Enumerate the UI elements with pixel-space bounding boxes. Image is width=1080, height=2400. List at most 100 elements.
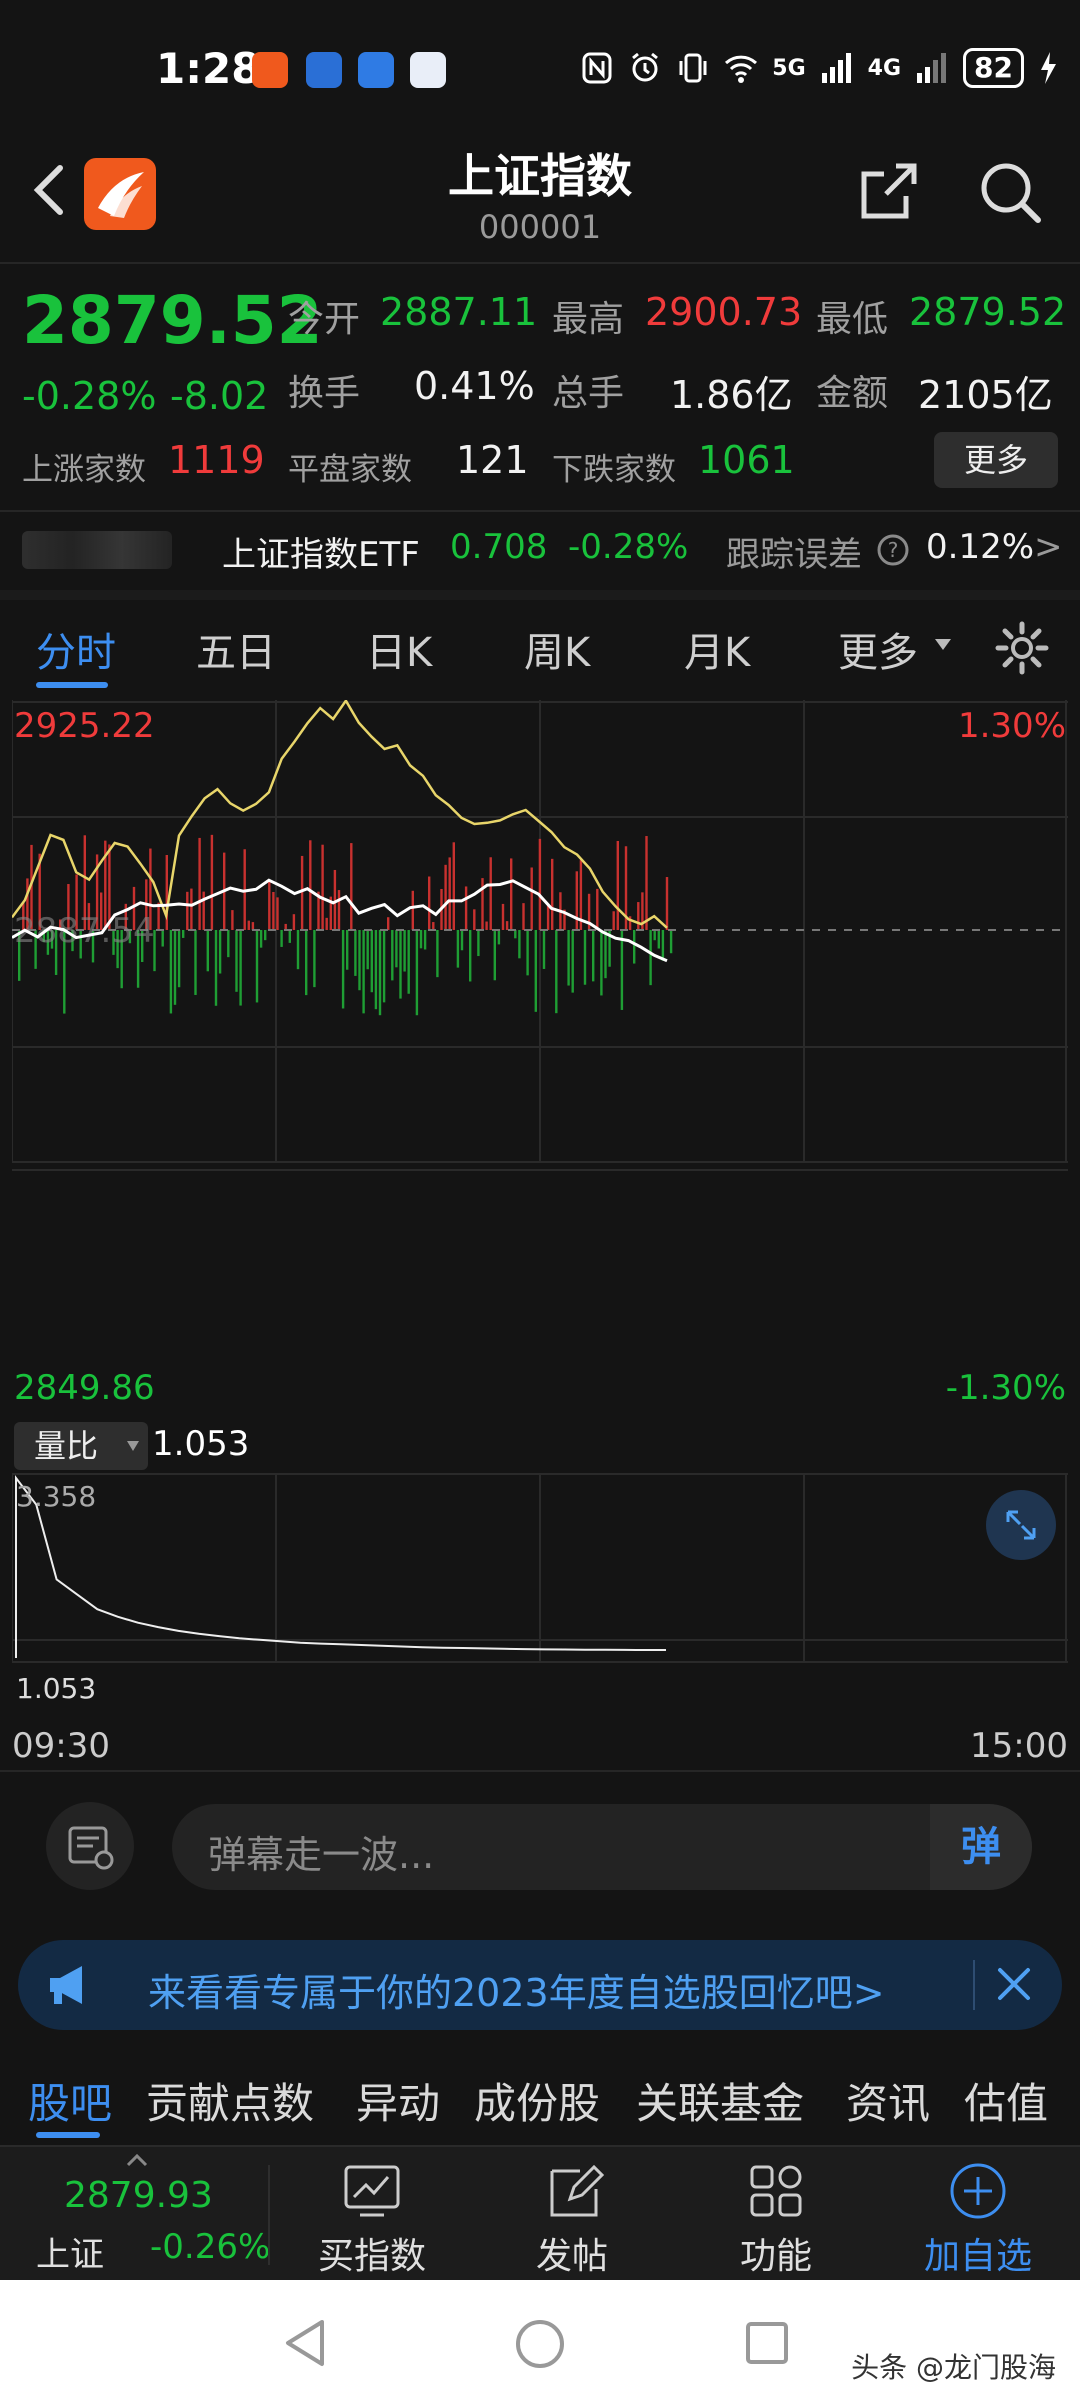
alarm-icon bbox=[632, 52, 659, 82]
tab-related-funds[interactable]: 关联基金 bbox=[636, 2079, 805, 2128]
volume-bar bbox=[165, 855, 168, 930]
chevron-right-icon: > bbox=[1034, 527, 1063, 567]
tab-weekly-k[interactable]: 周K bbox=[524, 630, 591, 676]
volume-value: 1.86亿 bbox=[670, 373, 793, 417]
add-watchlist-label[interactable]: 加自选 bbox=[924, 2236, 1033, 2277]
expand-icon bbox=[1006, 1510, 1036, 1540]
volume-bar bbox=[325, 917, 328, 930]
stock-code: 000001 bbox=[478, 208, 602, 246]
promo-banner[interactable] bbox=[18, 1940, 1062, 2030]
volume-bar bbox=[628, 916, 632, 930]
share-icon[interactable] bbox=[856, 160, 920, 224]
nav-recents-icon[interactable] bbox=[744, 2320, 790, 2366]
volume-bar bbox=[395, 930, 398, 968]
svg-text:?: ? bbox=[888, 538, 899, 562]
app-notification-icon bbox=[358, 52, 394, 88]
danmu-input[interactable] bbox=[172, 1804, 1032, 1890]
danmu-settings-button[interactable] bbox=[46, 1802, 134, 1890]
volume-bar bbox=[665, 877, 669, 930]
nav-back-icon[interactable] bbox=[282, 2318, 328, 2368]
volume-bar bbox=[157, 902, 160, 930]
volume-bar bbox=[534, 930, 537, 1012]
expand-chart-button[interactable] bbox=[986, 1490, 1056, 1560]
post-label[interactable]: 发帖 bbox=[536, 2236, 609, 2277]
indicator-selector[interactable]: 量比 bbox=[14, 1422, 148, 1470]
volume-bar bbox=[460, 930, 464, 951]
volume-bar bbox=[87, 903, 91, 930]
volume-label: 总手 bbox=[552, 373, 625, 414]
volume-bar bbox=[546, 905, 550, 930]
volume-bar bbox=[132, 886, 136, 930]
volume-bar bbox=[235, 930, 238, 992]
tab-constituents[interactable]: 成份股 bbox=[474, 2079, 601, 2128]
signal-icon bbox=[821, 53, 851, 83]
tab-five-day[interactable]: 五日 bbox=[196, 630, 276, 676]
search-icon[interactable] bbox=[976, 158, 1044, 226]
volume-bar bbox=[374, 930, 378, 1010]
volume-bar bbox=[169, 930, 173, 1014]
volume-bar bbox=[280, 930, 283, 947]
volume-bar bbox=[370, 930, 373, 993]
volume-bar bbox=[489, 857, 492, 930]
volume-bar bbox=[305, 930, 308, 996]
amount-label: 金额 bbox=[816, 373, 889, 414]
nfc-icon bbox=[582, 52, 612, 84]
danmu-send-button[interactable]: 弹 bbox=[930, 1804, 1032, 1890]
volume-bar bbox=[587, 893, 591, 930]
pct-axis-bottom-label: -1.30% bbox=[945, 1368, 1066, 1408]
divider bbox=[0, 262, 1080, 264]
volume-bar bbox=[354, 930, 357, 976]
edit-post-icon[interactable] bbox=[542, 2159, 606, 2223]
volume-bar bbox=[612, 911, 615, 930]
decliners-label: 下跌家数 bbox=[552, 452, 676, 488]
etf-row[interactable]: 上证指数ETF 0.708 -0.28% 跟踪误差 ? 0.12% > bbox=[0, 515, 1080, 587]
volume-bar bbox=[571, 930, 574, 993]
intraday-chart[interactable]: 2887.54 2925.22 1.30% 2849.86 -1.30% 3.3… bbox=[12, 700, 1068, 1770]
danmu-settings-icon bbox=[68, 1826, 114, 1870]
volume-bar bbox=[71, 930, 74, 952]
add-watchlist-icon[interactable] bbox=[946, 2159, 1010, 2223]
tab-daily-k[interactable]: 日K bbox=[366, 630, 433, 676]
settings-gear-icon[interactable] bbox=[994, 620, 1050, 676]
close-icon[interactable] bbox=[988, 1958, 1040, 2010]
volume-bar bbox=[530, 867, 533, 930]
tab-monthly-k[interactable]: 月K bbox=[684, 630, 751, 676]
mini-index-change[interactable]: -0.26% bbox=[150, 2227, 271, 2267]
volume-bar bbox=[649, 930, 652, 986]
mini-index-price[interactable]: 2879.93 bbox=[64, 2175, 213, 2216]
help-icon[interactable]: ? bbox=[876, 533, 910, 567]
back-icon[interactable] bbox=[24, 160, 74, 220]
change-value: -8.02 bbox=[170, 374, 269, 418]
tab-valuation[interactable]: 估值 bbox=[964, 2079, 1049, 2128]
volume-bar bbox=[182, 930, 185, 938]
volume-bar bbox=[411, 890, 414, 930]
tab-news[interactable]: 资讯 bbox=[846, 2079, 931, 2128]
volume-bar bbox=[399, 930, 402, 999]
buy-index-label[interactable]: 买指数 bbox=[318, 2236, 427, 2277]
functions-label[interactable]: 功能 bbox=[740, 2236, 813, 2277]
tab-more[interactable]: 更多 bbox=[838, 630, 918, 676]
volume-bar bbox=[79, 930, 82, 959]
nav-home-icon[interactable] bbox=[514, 2318, 566, 2370]
etf-name: 上证指数ETF bbox=[222, 535, 420, 575]
volume-bar bbox=[300, 855, 304, 930]
low-value: 2879.52 bbox=[909, 290, 1067, 334]
buy-index-icon[interactable] bbox=[340, 2159, 404, 2223]
volume-bar bbox=[112, 930, 115, 955]
unchanged-value: 121 bbox=[456, 438, 529, 482]
pct-axis-top-label: 1.30% bbox=[957, 706, 1066, 746]
x-axis-end-label: 15:00 bbox=[970, 1726, 1068, 1766]
more-button[interactable]: 更多 bbox=[934, 432, 1058, 488]
volume-bar bbox=[362, 930, 365, 1014]
tab-contribution[interactable]: 贡献点数 bbox=[146, 2079, 315, 2128]
tab-movements[interactable]: 异动 bbox=[356, 2079, 441, 2128]
volume-bar bbox=[366, 930, 369, 970]
volume-bar bbox=[268, 880, 271, 930]
tab-forum[interactable]: 股吧 bbox=[28, 2079, 113, 2128]
low-label: 最低 bbox=[816, 299, 889, 340]
tab-intraday[interactable]: 分时 bbox=[36, 630, 116, 676]
volume-bar bbox=[341, 930, 345, 1009]
functions-grid-icon[interactable] bbox=[744, 2159, 808, 2223]
mini-index-name[interactable]: 上证 bbox=[36, 2235, 104, 2275]
promo-banner-text[interactable]: 来看看专属于你的2023年度自选股回忆吧> bbox=[148, 1971, 885, 2015]
